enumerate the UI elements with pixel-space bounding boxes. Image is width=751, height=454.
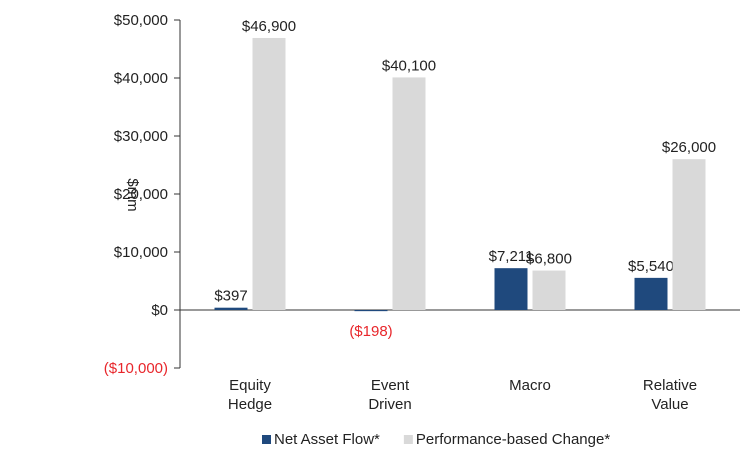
x-tick-label: Equity Hedge [228, 377, 272, 413]
bar [494, 268, 528, 310]
data-label: ($198) [349, 323, 392, 340]
bar [532, 270, 566, 310]
y-tick-label: $20,000 [114, 186, 168, 203]
bar [634, 277, 668, 310]
data-label: $6,800 [526, 251, 572, 268]
bar [214, 307, 248, 310]
legend-label: Net Asset Flow* [274, 431, 380, 448]
y-tick-label: ($10,000) [104, 360, 168, 377]
y-tick-label: $30,000 [114, 128, 168, 145]
x-tick-label: Relative Value [643, 377, 697, 413]
data-label: $7,211 [489, 248, 534, 265]
bar [672, 159, 706, 310]
bar [354, 310, 388, 312]
y-tick-label: $50,000 [114, 12, 168, 29]
y-tick-label: $10,000 [114, 244, 168, 261]
legend-label: Performance-based Change* [416, 431, 610, 448]
legend-swatch [403, 435, 413, 444]
data-label: $397 [214, 288, 247, 305]
legend-swatch [262, 435, 271, 444]
y-axis-label: $mm [124, 178, 141, 211]
bar [392, 77, 426, 310]
bar [252, 37, 286, 310]
data-label: $26,000 [662, 139, 716, 156]
data-label: $5,540 [628, 258, 674, 275]
y-tick-label: $40,000 [114, 70, 168, 87]
x-tick-label: Event Driven [368, 377, 411, 413]
data-label: $46,900 [242, 18, 296, 35]
data-label: $40,100 [382, 57, 436, 74]
y-tick-label: $0 [151, 302, 168, 319]
x-tick-label: Macro [509, 377, 551, 394]
